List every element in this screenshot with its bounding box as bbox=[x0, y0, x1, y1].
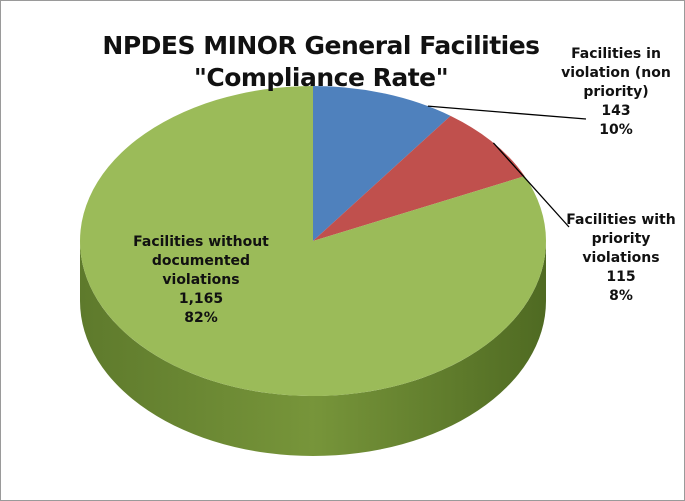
label-line: 115 bbox=[606, 269, 636, 285]
label-line: Facilities in violation (non priority) bbox=[561, 46, 671, 100]
label-line: 1,165 bbox=[178, 291, 224, 307]
chart-title: "Compliance Rate" bbox=[193, 63, 449, 92]
leader-line bbox=[427, 105, 587, 120]
label-line: 10% bbox=[599, 122, 633, 138]
slice bbox=[313, 86, 451, 241]
label-line: Facilities with priority violations bbox=[566, 212, 676, 266]
leader-line bbox=[492, 142, 570, 228]
data-label: Facilities in violation (non priority) 14… bbox=[561, 45, 671, 140]
label-line: 82% bbox=[184, 310, 218, 326]
slice bbox=[313, 115, 525, 241]
slice-side bbox=[80, 241, 546, 456]
label-line: Facilities without documented violations bbox=[133, 234, 269, 288]
label-line: 143 bbox=[601, 103, 631, 119]
chart-title: NPDES MINOR General Facilities bbox=[102, 31, 540, 60]
data-label: Facilities without documented violations… bbox=[131, 233, 271, 328]
data-label: Facilities with priority violations 115 8% bbox=[556, 211, 684, 306]
label-line: 8% bbox=[609, 288, 633, 304]
slice bbox=[80, 86, 546, 396]
